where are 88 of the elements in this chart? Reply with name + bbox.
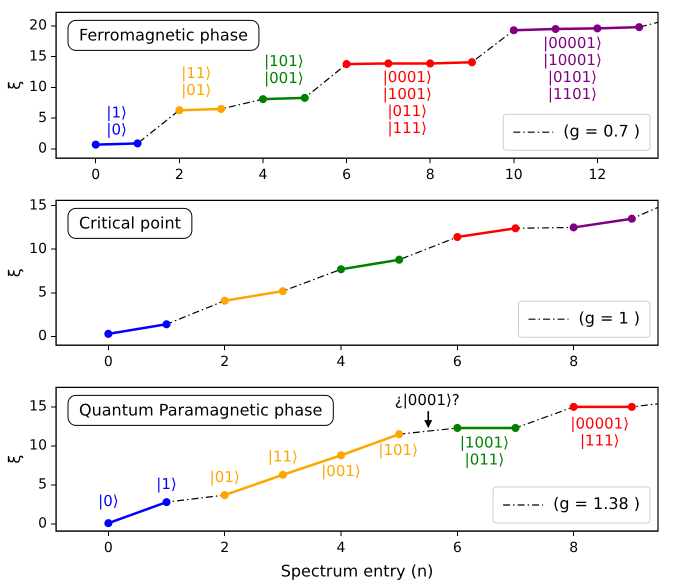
y-axis-title: ξ (4, 268, 24, 278)
point (278, 287, 287, 296)
x-tick-label: 0 (104, 354, 113, 370)
point (635, 23, 644, 32)
point (104, 330, 112, 338)
y-tick-label: 15 (29, 197, 48, 214)
text: Critical point (79, 214, 181, 233)
point (426, 59, 434, 68)
legend-label: (g = 1 ) (578, 308, 640, 328)
x-tick-label: 4 (258, 167, 268, 184)
annotation: |00001⟩ |111⟩ (570, 414, 630, 450)
point (342, 60, 351, 68)
x-tick-label: 6 (452, 540, 462, 556)
annotation: |1⟩ |0⟩ (106, 103, 127, 138)
x-tick-label: 4 (336, 540, 346, 556)
annotation: |11⟩ (268, 448, 298, 466)
text: Quantum Paramagnetic phase (79, 400, 322, 420)
point (628, 402, 636, 411)
point (162, 498, 171, 506)
annotation: |101⟩ |001⟩ (264, 52, 304, 87)
x-tick-label: 6 (342, 167, 352, 184)
y-tick-label: 5 (38, 476, 48, 493)
point (217, 104, 226, 114)
annotation: ¿|0001⟩? (394, 390, 460, 409)
y-tick-label: 20 (29, 18, 48, 34)
y-axis-title: ξ (4, 80, 24, 90)
point (92, 140, 100, 149)
x-tick-label: 8 (426, 167, 435, 184)
y-tick-label: 15 (29, 48, 48, 64)
annotation: |001⟩ (321, 462, 361, 480)
point (570, 223, 578, 232)
y-tick-label: 15 (29, 398, 48, 415)
x-axis-title: Spectrum entry (n) (280, 562, 434, 581)
point (628, 214, 636, 223)
x-tick-label: 2 (220, 354, 230, 370)
y-tick-label: 5 (38, 284, 48, 301)
y-tick-label: 10 (29, 79, 48, 96)
text: Ferromagnetic phase (79, 26, 248, 45)
point (570, 402, 578, 411)
y-tick-label: 10 (29, 438, 48, 454)
x-tick-label: 12 (588, 167, 606, 184)
point (162, 320, 171, 328)
point (258, 95, 267, 104)
x-tick-label: 2 (220, 540, 230, 556)
annotation: |0⟩ (98, 492, 119, 510)
annotation: |0001⟩ |1001⟩ |011⟩ |111⟩ (382, 68, 432, 137)
annotation: |00001⟩ |10001⟩ |0101⟩ |1101⟩ (543, 34, 602, 104)
x-tick-label: 6 (452, 354, 462, 370)
y-tick-label: 0 (38, 516, 48, 532)
point (175, 106, 184, 114)
point (468, 58, 476, 66)
point (220, 491, 229, 500)
annotation: |1001⟩ |011⟩ (460, 433, 509, 468)
x-tick-label: 0 (104, 540, 113, 556)
x-tick-label: 4 (336, 354, 346, 370)
point (104, 519, 112, 528)
x-tick-label: 8 (569, 354, 578, 370)
point (510, 26, 518, 34)
point (453, 424, 462, 432)
x-tick-label: 2 (174, 167, 184, 184)
y-tick-label: 5 (38, 110, 48, 126)
legend-label: (g = 0.7 ) (563, 121, 640, 140)
x-tick-label: 8 (569, 540, 578, 556)
x-tick-label: 0 (91, 167, 100, 184)
point (220, 296, 229, 305)
y-tick-label: 0 (38, 328, 48, 344)
y-tick-label: 10 (29, 240, 48, 257)
point (395, 430, 404, 438)
annotation: |101⟩ (378, 441, 418, 460)
point (133, 139, 142, 148)
point (511, 424, 520, 432)
point (384, 59, 392, 68)
point (300, 94, 309, 102)
point (395, 256, 404, 264)
point (336, 451, 346, 460)
y-axis-title: ξ (4, 454, 24, 464)
point (511, 224, 520, 232)
point (552, 24, 560, 34)
y-tick-label: 0 (38, 140, 48, 157)
annotation: |1⟩ (156, 475, 177, 494)
point (593, 24, 602, 32)
annotation: |11⟩ |01⟩ (181, 64, 212, 99)
point (278, 470, 287, 479)
x-tick-label: 10 (504, 167, 523, 184)
annotation: |01⟩ (210, 468, 240, 486)
point (336, 265, 346, 274)
point (453, 232, 462, 242)
legend-label: (g = 1.38 ) (553, 494, 640, 514)
